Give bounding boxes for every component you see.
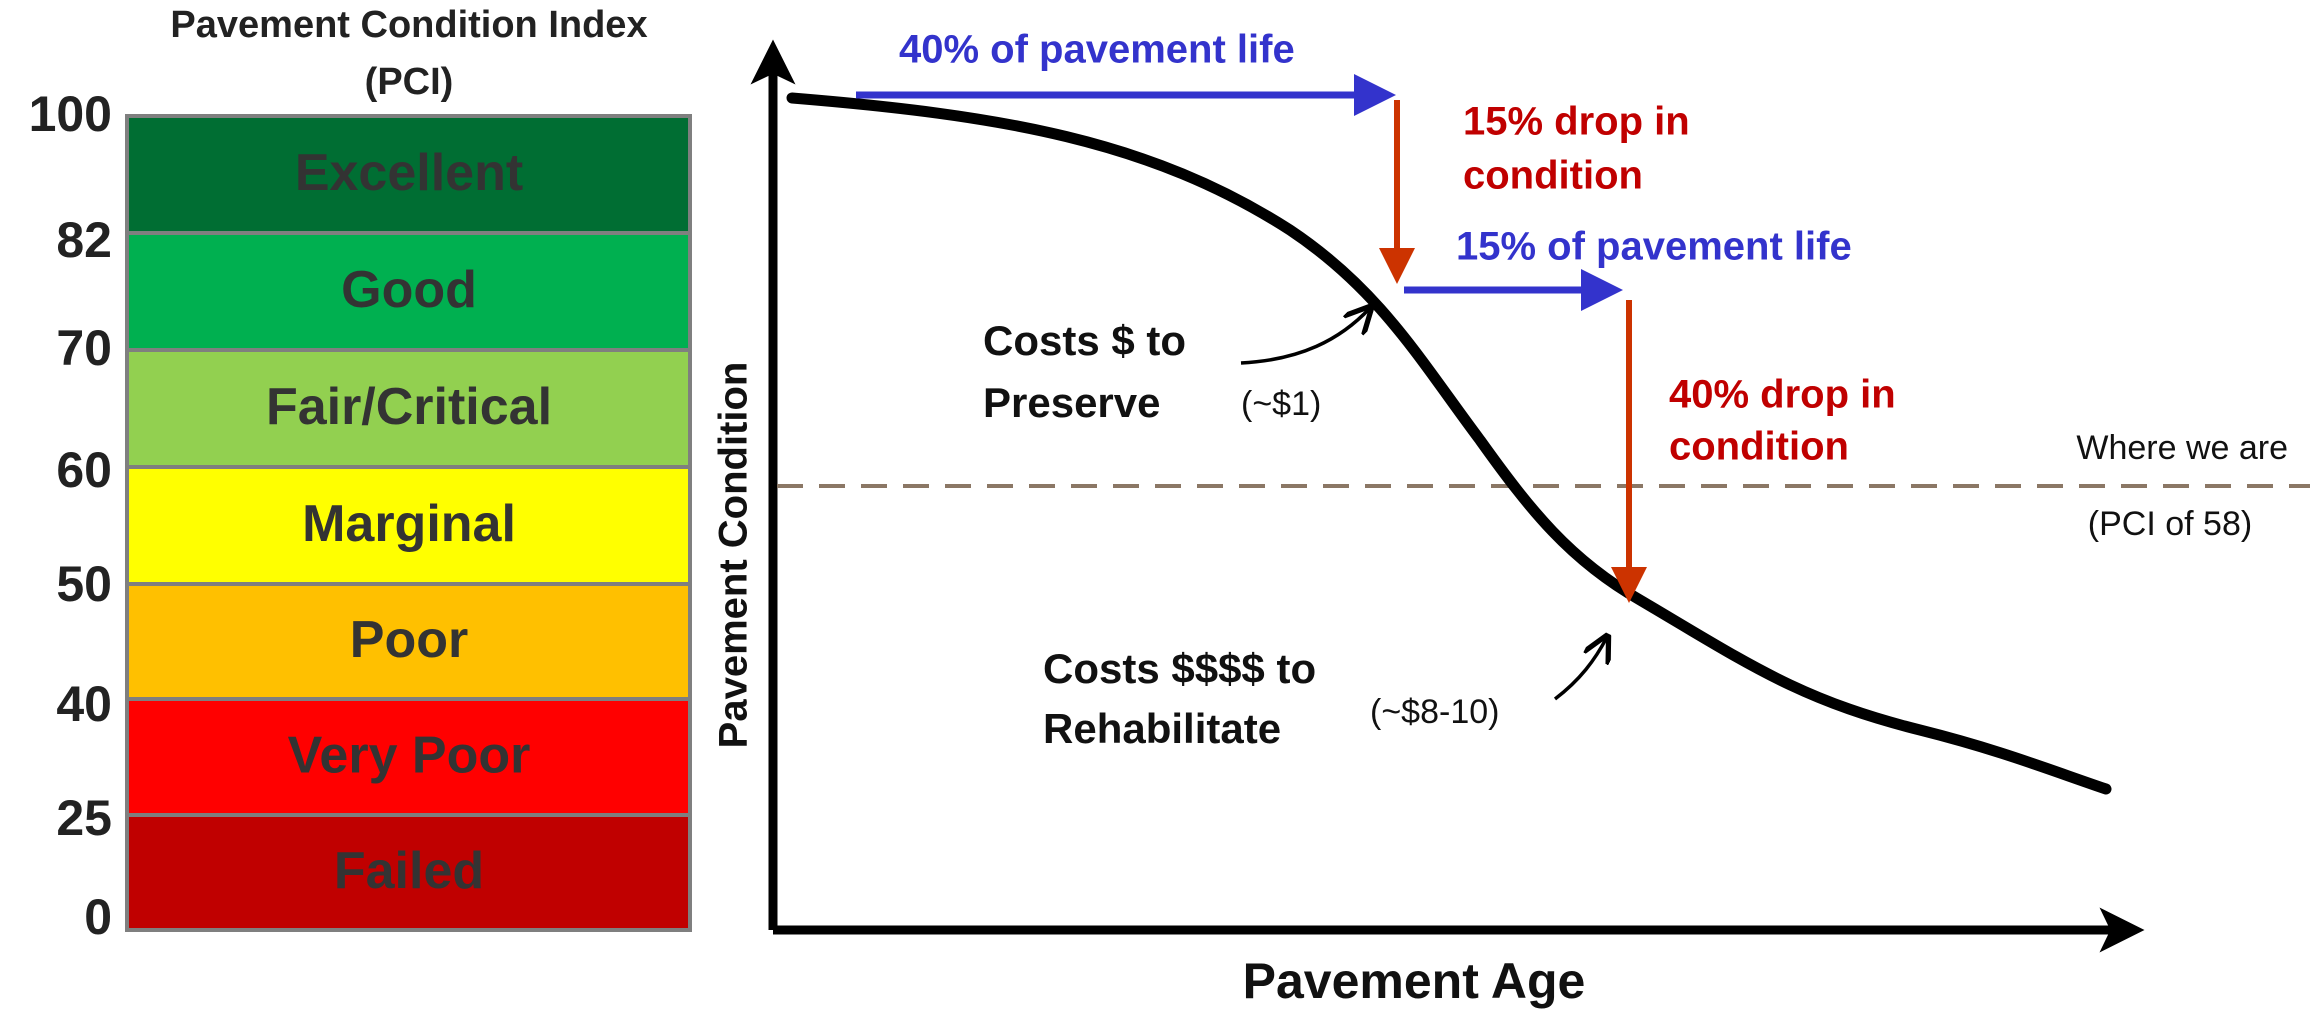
deterioration-curve xyxy=(786,92,2112,795)
pointer-arrow xyxy=(1240,308,1370,365)
scale-band xyxy=(125,697,692,817)
annotation: (PCI of 58) xyxy=(2088,505,2252,543)
band-label: Excellent xyxy=(295,144,523,202)
scale-tick-label: 70 xyxy=(56,320,112,376)
scale-band xyxy=(125,231,692,352)
annotation: Costs $ to xyxy=(983,317,1186,364)
annotation: Costs $$$$ to xyxy=(1043,645,1316,692)
scale-title: (PCI) xyxy=(365,61,454,103)
annotation: condition xyxy=(1669,425,1849,469)
band-label: Good xyxy=(341,261,477,319)
scale-title: Pavement Condition Index xyxy=(170,4,647,46)
annotation: 40% drop in xyxy=(1669,373,1896,417)
scale-tick-label: 82 xyxy=(56,212,112,268)
annotation: condition xyxy=(1463,154,1643,198)
y-axis-label: Pavement Condition xyxy=(712,362,756,749)
annotation: 15% drop in xyxy=(1463,100,1690,144)
scale-ticks: 100 82 70 60 50 40 25 0 xyxy=(29,86,112,945)
band-label: Fair/Critical xyxy=(266,378,552,436)
scale-band xyxy=(125,465,692,586)
scale-band xyxy=(125,813,692,932)
annotation: (~$1) xyxy=(1241,385,1321,423)
scale-tick-label: 50 xyxy=(56,556,112,612)
annotation: Where we are xyxy=(2076,429,2288,467)
band-label: Failed xyxy=(334,842,484,900)
annotation: 15% of pavement life xyxy=(1456,225,1852,269)
scale-tick-label: 100 xyxy=(29,86,112,142)
annotation: 40% of pavement life xyxy=(899,28,1295,72)
annotation: Rehabilitate xyxy=(1043,705,1281,752)
x-axis-label: Pavement Age xyxy=(1243,953,1586,1009)
scale-band xyxy=(125,348,692,469)
scale-tick-label: 0 xyxy=(84,889,112,945)
scale-tick-label: 40 xyxy=(56,676,112,732)
pointer-arrow xyxy=(1553,637,1607,701)
band-label: Poor xyxy=(350,611,468,669)
annotation: Preserve xyxy=(983,379,1161,426)
scale-tick-label: 60 xyxy=(56,442,112,498)
scale-bands: Excellent Good Fair/Critical Marginal Poor Ve… xyxy=(125,114,692,932)
annotation: (~$8-10) xyxy=(1370,693,1499,731)
band-label: Marginal xyxy=(302,495,516,553)
scale-tick-label: 25 xyxy=(56,790,112,846)
band-label: Very Poor xyxy=(288,727,531,785)
scale-band xyxy=(125,114,692,235)
